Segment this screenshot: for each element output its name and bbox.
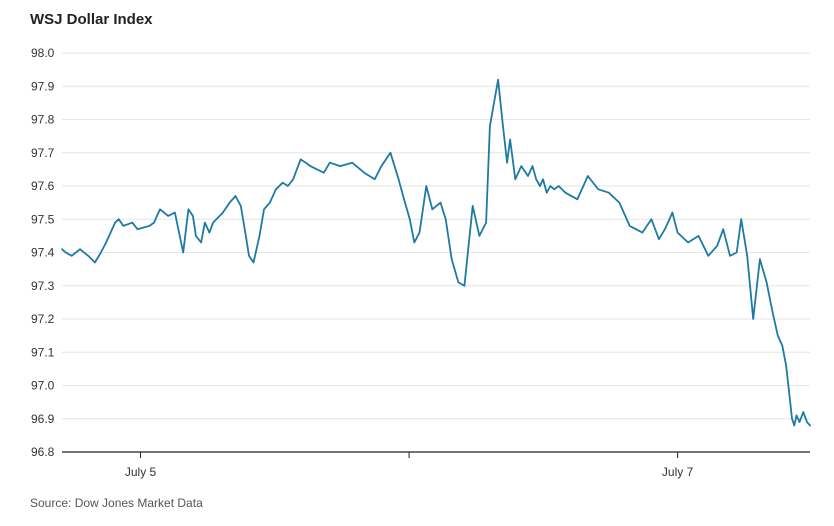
y-tick-label: 97.3 (31, 279, 55, 293)
y-tick-label: 98.0 (31, 46, 55, 60)
y-tick-label: 97.9 (31, 79, 55, 93)
chart-title: WSJ Dollar Index (30, 11, 153, 28)
y-tick-label: 97.1 (31, 345, 55, 359)
dollar-index-line (61, 78, 811, 427)
y-tick-label: 97.8 (31, 113, 55, 127)
x-tick-label: July 5 (125, 465, 157, 479)
y-tick-label: 96.8 (31, 445, 55, 459)
y-tick-label: 97.4 (31, 246, 55, 260)
x-tick-label: July 7 (662, 465, 694, 479)
y-tick-label: 97.6 (31, 179, 55, 193)
y-tick-label: 97.5 (31, 212, 55, 226)
y-tick-label: 97.7 (31, 146, 55, 160)
source-note: Source: Dow Jones Market Data (30, 496, 203, 510)
y-tick-label: 96.9 (31, 412, 55, 426)
y-tick-label: 97.0 (31, 379, 55, 393)
y-tick-label: 97.2 (31, 312, 55, 326)
